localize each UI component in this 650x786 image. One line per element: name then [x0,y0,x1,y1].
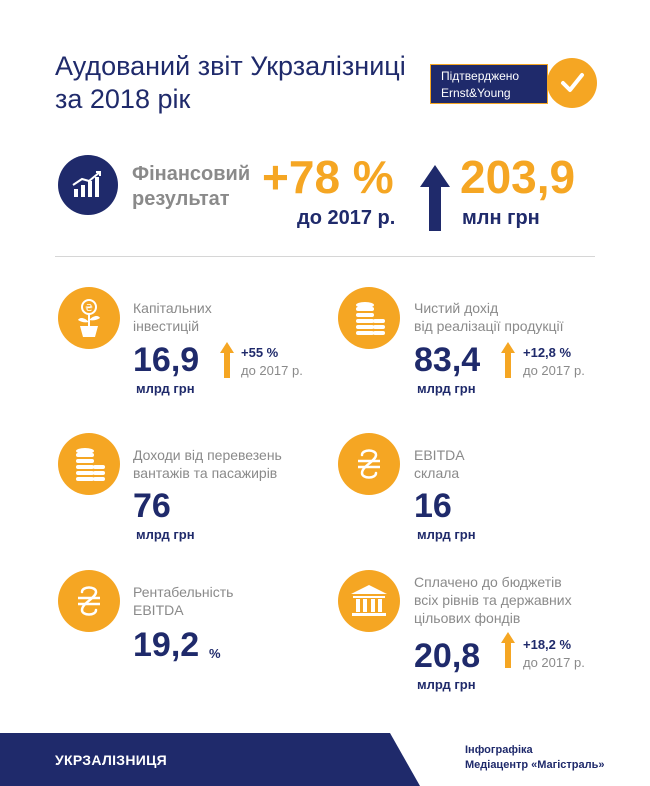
capex-label-line-1: Капітальних [133,300,212,316]
net-income-label: Чистий дохід від реалізації продукції [414,299,564,335]
financial-label-line-1: Фінансовий [132,163,251,185]
transport-label-line-2: вантажів та пасажирів [133,465,278,481]
capex-change-sub: до 2017 р. [241,363,303,378]
bank-building-icon [338,570,400,632]
net-income-unit: млрд грн [417,381,476,396]
ebitda-value: 16 [414,487,452,525]
svg-text:₴: ₴ [85,303,93,314]
growth-chart-icon [58,155,118,215]
ebitda-label-line-1: EBITDA [414,447,465,463]
checkmark-icon [547,58,597,108]
budget-value: 20,8 [414,637,481,675]
divider [55,256,595,257]
capex-label: Капітальних інвестицій [133,299,212,335]
budget-label: Сплачено до бюджетів всіх рівнів та держ… [414,573,572,627]
hryvnia-icon [58,570,120,632]
net-income-label-line-2: від реалізації продукції [414,318,564,334]
title-line-2: за 2018 рік [55,84,191,114]
ebitda-margin-label: Рентабельність EBITDA [133,583,233,619]
budget-change: +18,2 % [523,637,572,652]
net-income-change-sub: до 2017 р. [523,363,585,378]
transport-label-line-1: Доходи від перевезень [133,447,282,463]
ebitda-margin-unit: % [209,646,221,661]
transport-value: 76 [133,487,171,525]
financial-result-label: Фінансовий результат [132,162,272,212]
financial-change-value: +78 % [262,151,394,203]
badge-line-1: Підтверджено [441,69,520,83]
page-title: Аудований звіт Укрзалізниці за 2018 рік [55,50,425,116]
ebitda-margin-label-line-1: Рентабельність [133,584,234,600]
budget-label-line-2: всіх рівнів та державних [414,592,572,608]
hryvnia-icon [338,433,400,495]
financial-result-value: 203,9 [460,151,576,203]
net-income-up-arrow-icon [501,342,515,383]
credit-line-1: Інфографіка [465,744,533,756]
coin-stack-icon [338,287,400,349]
ebitda-unit: млрд грн [417,527,476,542]
ebitda-label: EBITDA склала [414,446,465,482]
financial-result-unit: млн грн [462,207,540,229]
title-line-1: Аудований звіт Укрзалізниці [55,51,406,81]
coin-stack-icon [58,433,120,495]
capex-value: 16,9 [133,341,200,379]
ebitda-margin-label-line-2: EBITDA [133,602,184,618]
budget-label-line-3: цільових фондів [414,610,521,626]
verified-badge: Підтверджено Ernst&Young [430,64,548,104]
budget-up-arrow-icon [501,632,515,673]
budget-change-sub: до 2017 р. [523,655,585,670]
financial-change-sub: до 2017 р. [297,207,396,229]
ebitda-label-line-2: склала [414,465,460,481]
net-income-value: 83,4 [414,341,481,379]
capex-label-line-2: інвестицій [133,318,200,334]
money-plant-icon: ₴ [58,287,120,349]
net-income-label-line-1: Чистий дохід [414,300,499,316]
credit-line-2: Медіацентр «Магістраль» [465,759,605,771]
transport-label: Доходи від перевезень вантажів та пасажи… [133,446,282,482]
footer-band [0,733,420,786]
budget-label-line-1: Сплачено до бюджетів [414,574,562,590]
transport-unit: млрд грн [136,527,195,542]
capex-unit: млрд грн [136,381,195,396]
badge-line-2: Ernst&Young [441,86,511,100]
up-arrow-icon [420,165,450,236]
capex-change: +55 % [241,345,279,360]
budget-unit: млрд грн [417,677,476,692]
ebitda-margin-value: 19,2 [133,626,200,664]
credit-text: Інфографіка Медіацентр «Магістраль» [465,743,605,773]
net-income-change: +12,8 % [523,345,572,360]
capex-up-arrow-icon [220,342,234,383]
ukrzaliznytsia-logo: УКРЗАЛІЗНИЦЯ [55,752,168,768]
financial-label-line-2: результат [132,188,230,210]
